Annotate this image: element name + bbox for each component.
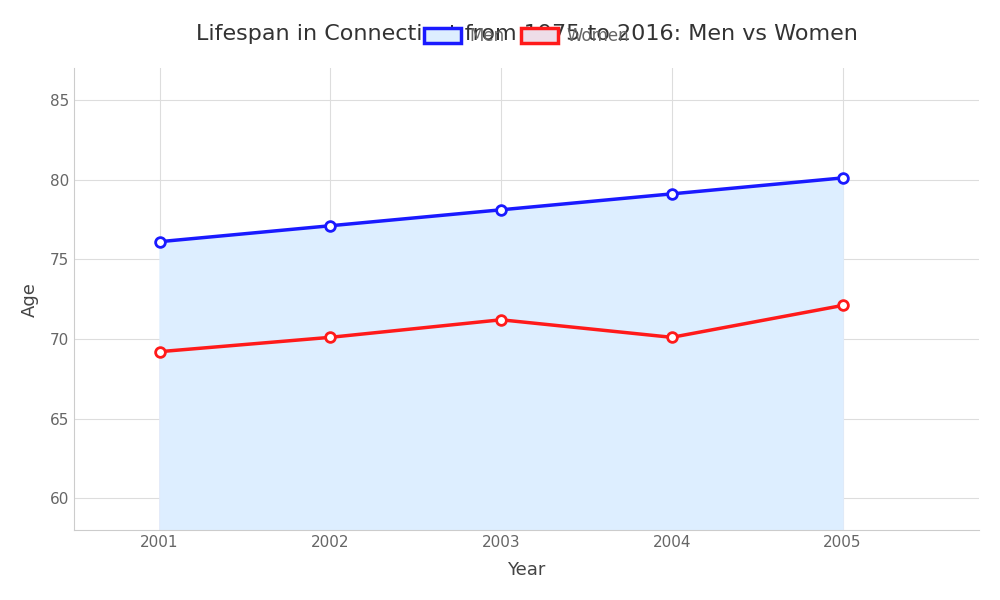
- Legend: Men, Women: Men, Women: [418, 21, 636, 52]
- X-axis label: Year: Year: [507, 561, 546, 579]
- Title: Lifespan in Connecticut from 1975 to 2016: Men vs Women: Lifespan in Connecticut from 1975 to 201…: [196, 24, 858, 44]
- Y-axis label: Age: Age: [21, 281, 39, 317]
